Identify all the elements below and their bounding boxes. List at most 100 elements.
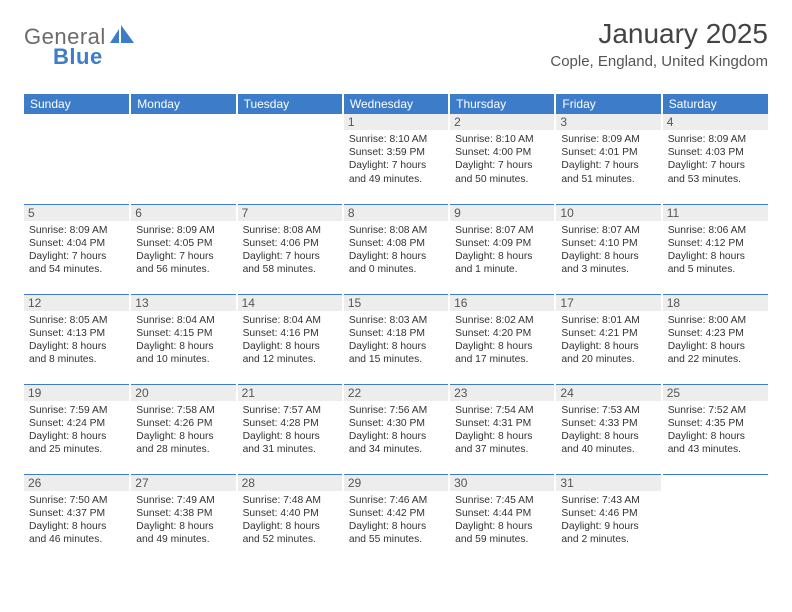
- calendar-day-cell: 5 Sunrise: 8:09 AMSunset: 4:04 PMDaylight…: [24, 204, 130, 294]
- logo-blue-text-wrap: Blue: [52, 44, 103, 70]
- logo-sails-icon: [110, 25, 136, 50]
- calendar-week-row: 5 Sunrise: 8:09 AMSunset: 4:04 PMDaylight…: [24, 204, 768, 294]
- weekday-header-row: Sunday Monday Tuesday Wednesday Thursday…: [24, 94, 768, 114]
- day-details: Sunrise: 7:56 AMSunset: 4:30 PMDaylight:…: [349, 404, 443, 457]
- day-number: 8: [344, 205, 448, 221]
- weekday-header: Wednesday: [343, 94, 449, 114]
- day-details: Sunrise: 8:05 AMSunset: 4:13 PMDaylight:…: [29, 314, 124, 367]
- day-number: 26: [24, 475, 129, 491]
- day-number: 27: [131, 475, 235, 491]
- calendar-day-cell: 23 Sunrise: 7:54 AMSunset: 4:31 PMDayligh…: [449, 384, 555, 474]
- day-details: Sunrise: 7:57 AMSunset: 4:28 PMDaylight:…: [243, 404, 337, 457]
- day-details: Sunrise: 8:08 AMSunset: 4:08 PMDaylight:…: [349, 224, 443, 277]
- day-number: 14: [238, 295, 342, 311]
- calendar-day-cell: 7Sunrise: 8:08 AMSunset: 4:06 PMDaylight…: [237, 204, 343, 294]
- calendar-day-cell: 31Sunrise: 7:43 AMSunset: 4:46 PMDayligh…: [555, 474, 661, 564]
- day-number: 7: [238, 205, 342, 221]
- day-details: Sunrise: 8:04 AMSunset: 4:15 PMDaylight:…: [136, 314, 230, 367]
- calendar-day-cell: 11 Sunrise: 8:06 AMSunset: 4:12 PMDayligh…: [662, 204, 768, 294]
- calendar-page: General January 2025 Cople, England, Uni…: [0, 0, 792, 572]
- day-details: Sunrise: 8:04 AMSunset: 4:16 PMDaylight:…: [243, 314, 337, 367]
- calendar-day-cell: [662, 474, 768, 564]
- day-number: 28: [238, 475, 342, 491]
- day-number: 5: [24, 205, 129, 221]
- weekday-header: Monday: [130, 94, 236, 114]
- calendar-body: 1 Sunrise: 8:10 AMSunset: 3:59 PMDaylight…: [24, 114, 768, 564]
- calendar-day-cell: 15 Sunrise: 8:03 AMSunset: 4:18 PMDayligh…: [343, 294, 449, 384]
- day-details: Sunrise: 8:02 AMSunset: 4:20 PMDaylight:…: [455, 314, 549, 367]
- calendar-day-cell: 21 Sunrise: 7:57 AMSunset: 4:28 PMDayligh…: [237, 384, 343, 474]
- weekday-header: Tuesday: [237, 94, 343, 114]
- calendar-day-cell: [130, 114, 236, 204]
- calendar-day-cell: 8 Sunrise: 8:08 AMSunset: 4:08 PMDaylight…: [343, 204, 449, 294]
- calendar-day-cell: 29 Sunrise: 7:46 AMSunset: 4:42 PMDayligh…: [343, 474, 449, 564]
- calendar-day-cell: [237, 114, 343, 204]
- day-number: 25: [663, 385, 768, 401]
- day-number: 11: [663, 205, 768, 221]
- day-details: Sunrise: 8:09 AMSunset: 4:04 PMDaylight:…: [29, 224, 124, 277]
- calendar-table: Sunday Monday Tuesday Wednesday Thursday…: [24, 94, 768, 564]
- day-number: 9: [450, 205, 554, 221]
- day-number: 30: [450, 475, 554, 491]
- day-number: 2: [450, 114, 554, 130]
- day-details: Sunrise: 8:03 AMSunset: 4:18 PMDaylight:…: [349, 314, 443, 367]
- day-details: Sunrise: 7:49 AMSunset: 4:38 PMDaylight:…: [136, 494, 230, 547]
- day-number: 24: [556, 385, 660, 401]
- day-number: 6: [131, 205, 235, 221]
- day-number: 20: [131, 385, 235, 401]
- calendar-day-cell: 19 Sunrise: 7:59 AMSunset: 4:24 PMDayligh…: [24, 384, 130, 474]
- day-number: 3: [556, 114, 660, 130]
- day-details: Sunrise: 7:59 AMSunset: 4:24 PMDaylight:…: [29, 404, 124, 457]
- day-details: Sunrise: 8:00 AMSunset: 4:23 PMDaylight:…: [668, 314, 763, 367]
- calendar-day-cell: 17Sunrise: 8:01 AMSunset: 4:21 PMDayligh…: [555, 294, 661, 384]
- day-details: Sunrise: 8:07 AMSunset: 4:10 PMDaylight:…: [561, 224, 655, 277]
- weekday-header: Sunday: [24, 94, 130, 114]
- day-details: Sunrise: 7:53 AMSunset: 4:33 PMDaylight:…: [561, 404, 655, 457]
- day-number: 29: [344, 475, 448, 491]
- day-number: 16: [450, 295, 554, 311]
- calendar-week-row: 12Sunrise: 8:05 AMSunset: 4:13 PMDayligh…: [24, 294, 768, 384]
- day-details: Sunrise: 8:06 AMSunset: 4:12 PMDaylight:…: [668, 224, 763, 277]
- calendar-day-cell: 16 Sunrise: 8:02 AMSunset: 4:20 PMDayligh…: [449, 294, 555, 384]
- day-number: 13: [131, 295, 235, 311]
- day-number: 15: [344, 295, 448, 311]
- month-title: January 2025: [550, 18, 768, 50]
- location-label: Cople, England, United Kingdom: [550, 53, 768, 70]
- day-number: 23: [450, 385, 554, 401]
- calendar-day-cell: 9 Sunrise: 8:07 AMSunset: 4:09 PMDaylight…: [449, 204, 555, 294]
- day-details: Sunrise: 8:01 AMSunset: 4:21 PMDaylight:…: [561, 314, 655, 367]
- day-details: Sunrise: 8:10 AMSunset: 4:00 PMDaylight:…: [455, 133, 549, 186]
- calendar-week-row: 1 Sunrise: 8:10 AMSunset: 3:59 PMDaylight…: [24, 114, 768, 204]
- logo-text-blue: Blue: [53, 44, 103, 69]
- day-details: Sunrise: 7:45 AMSunset: 4:44 PMDaylight:…: [455, 494, 549, 547]
- day-details: Sunrise: 8:09 AMSunset: 4:03 PMDaylight:…: [668, 133, 763, 186]
- calendar-day-cell: 14 Sunrise: 8:04 AMSunset: 4:16 PMDayligh…: [237, 294, 343, 384]
- calendar-day-cell: 12Sunrise: 8:05 AMSunset: 4:13 PMDayligh…: [24, 294, 130, 384]
- day-number: 18: [663, 295, 768, 311]
- day-details: Sunrise: 7:54 AMSunset: 4:31 PMDaylight:…: [455, 404, 549, 457]
- calendar-week-row: 26Sunrise: 7:50 AMSunset: 4:37 PMDayligh…: [24, 474, 768, 564]
- day-details: Sunrise: 8:09 AMSunset: 4:01 PMDaylight:…: [561, 133, 655, 186]
- day-details: Sunrise: 7:48 AMSunset: 4:40 PMDaylight:…: [243, 494, 337, 547]
- day-details: Sunrise: 7:43 AMSunset: 4:46 PMDaylight:…: [561, 494, 655, 547]
- weekday-header: Friday: [555, 94, 661, 114]
- calendar-day-cell: 6Sunrise: 8:09 AMSunset: 4:05 PMDaylight…: [130, 204, 236, 294]
- calendar-day-cell: 18 Sunrise: 8:00 AMSunset: 4:23 PMDayligh…: [662, 294, 768, 384]
- day-details: Sunrise: 8:10 AMSunset: 3:59 PMDaylight:…: [349, 133, 443, 186]
- calendar-day-cell: 20Sunrise: 7:58 AMSunset: 4:26 PMDayligh…: [130, 384, 236, 474]
- title-block: January 2025 Cople, England, United King…: [550, 18, 768, 70]
- calendar-day-cell: 13 Sunrise: 8:04 AMSunset: 4:15 PMDayligh…: [130, 294, 236, 384]
- calendar-day-cell: [24, 114, 130, 204]
- calendar-day-cell: 24 Sunrise: 7:53 AMSunset: 4:33 PMDayligh…: [555, 384, 661, 474]
- day-details: Sunrise: 8:07 AMSunset: 4:09 PMDaylight:…: [455, 224, 549, 277]
- day-number: 10: [556, 205, 660, 221]
- day-details: Sunrise: 7:52 AMSunset: 4:35 PMDaylight:…: [668, 404, 763, 457]
- day-number: 21: [238, 385, 342, 401]
- calendar-day-cell: 3 Sunrise: 8:09 AMSunset: 4:01 PMDaylight…: [555, 114, 661, 204]
- day-details: Sunrise: 7:46 AMSunset: 4:42 PMDaylight:…: [349, 494, 443, 547]
- calendar-day-cell: 22 Sunrise: 7:56 AMSunset: 4:30 PMDayligh…: [343, 384, 449, 474]
- calendar-day-cell: 26Sunrise: 7:50 AMSunset: 4:37 PMDayligh…: [24, 474, 130, 564]
- day-number: 19: [24, 385, 129, 401]
- day-number: 22: [344, 385, 448, 401]
- day-number: 1: [344, 114, 448, 130]
